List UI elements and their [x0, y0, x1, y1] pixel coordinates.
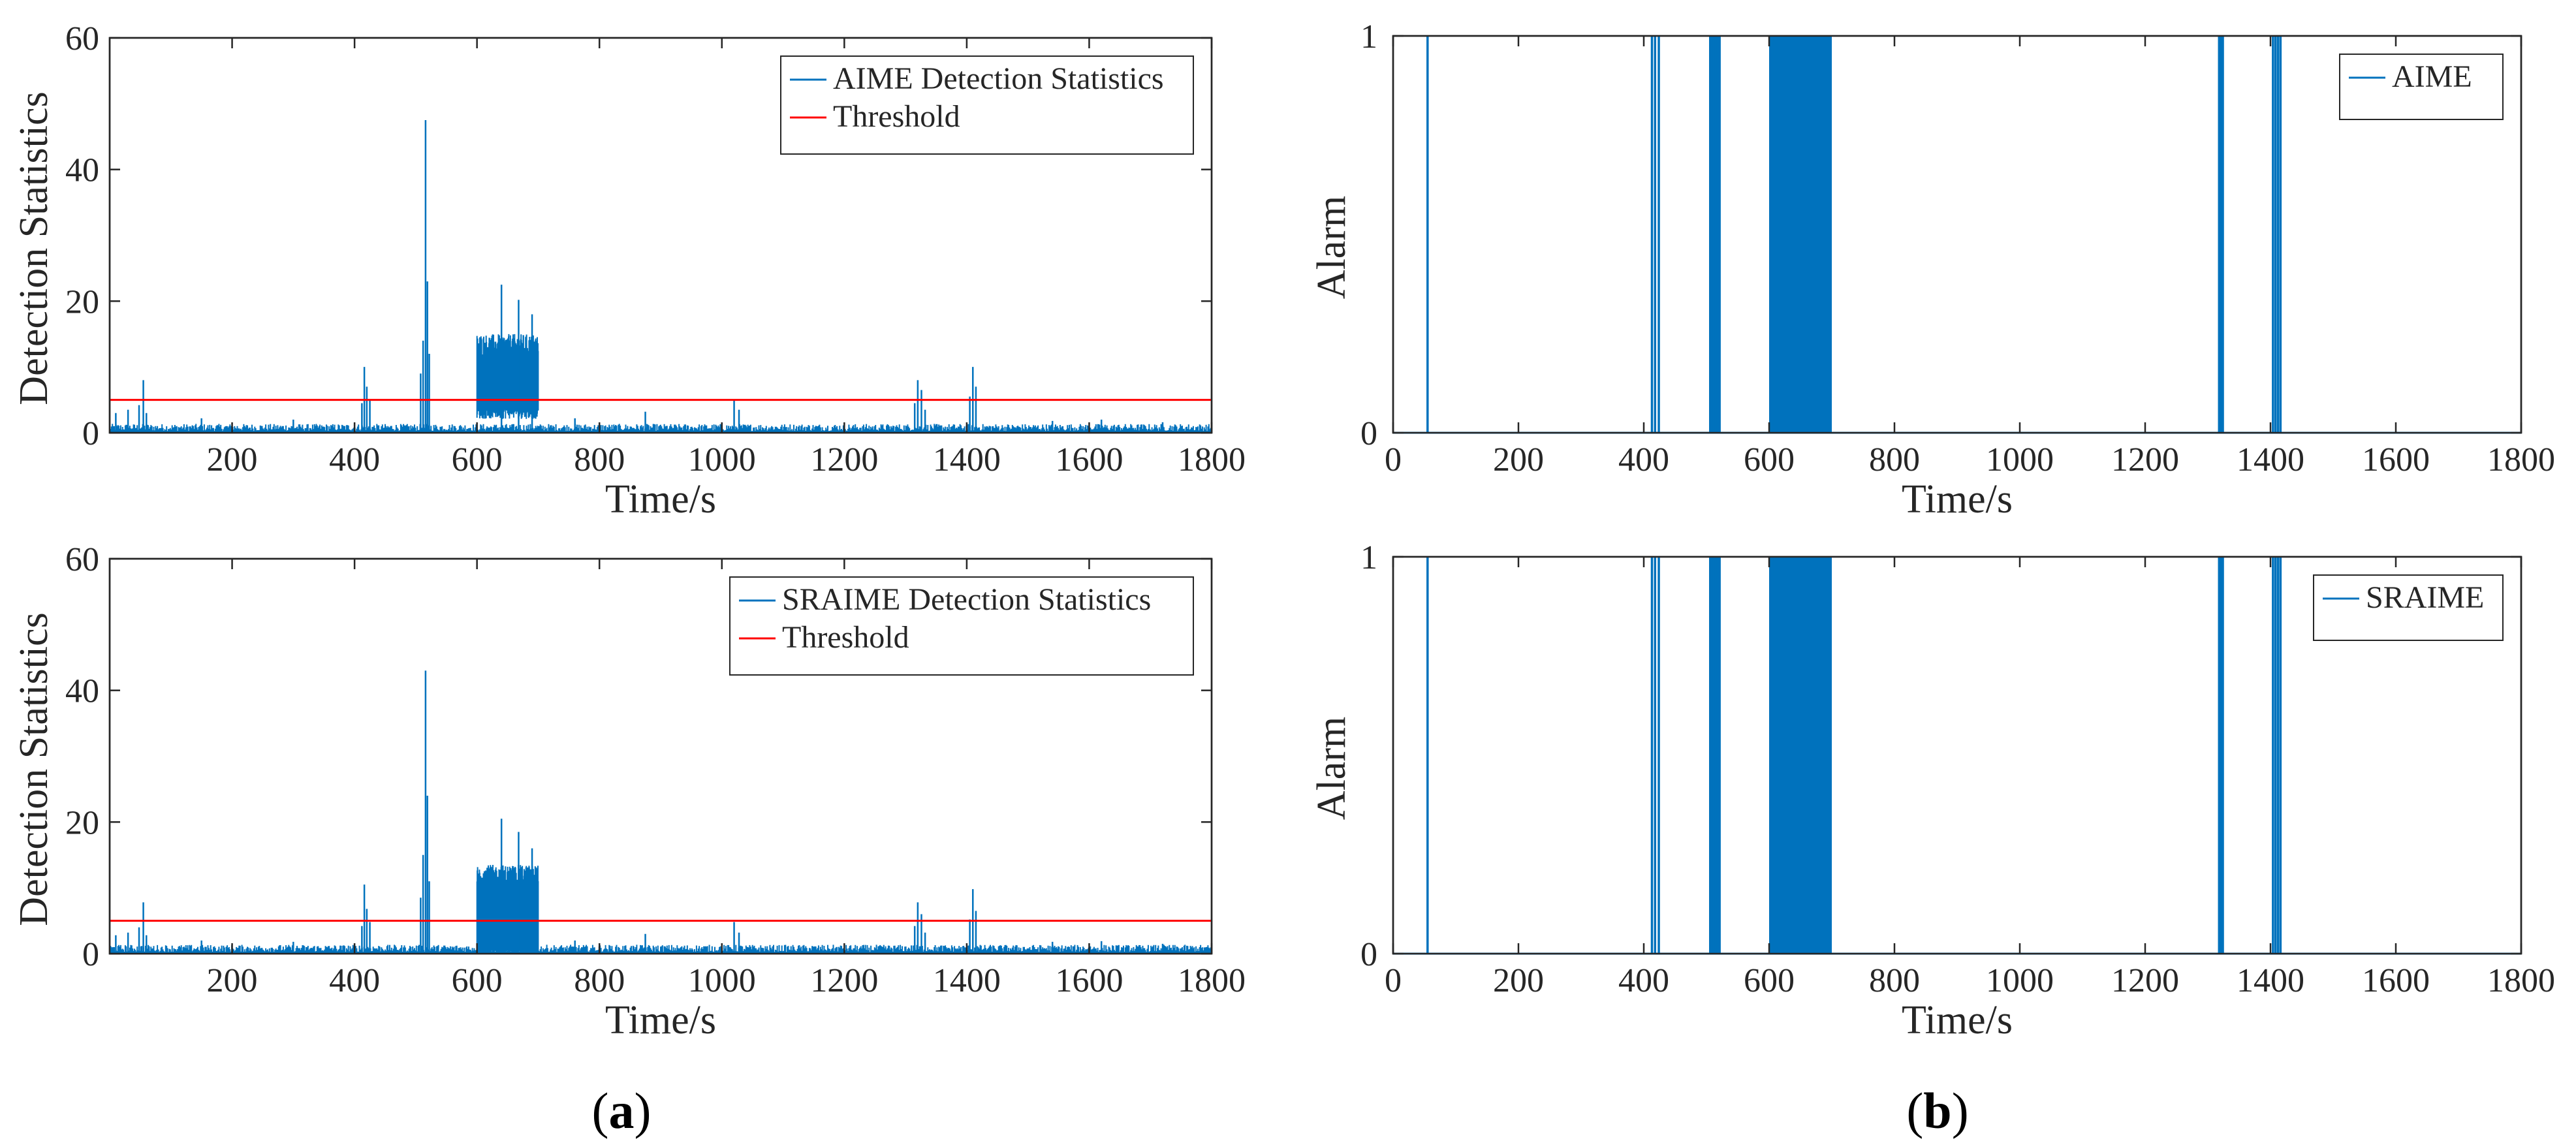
- x-tick-label: 200: [207, 441, 258, 478]
- x-tick-label: 1600: [2362, 962, 2430, 999]
- y-tick-label: 1: [1360, 539, 1377, 576]
- legend-entry: SRAIME: [2366, 580, 2484, 615]
- x-axis-label: Time/s: [1902, 477, 2013, 522]
- x-tick-label: 800: [1869, 962, 1920, 999]
- x-tick-label: 800: [574, 962, 625, 999]
- x-tick-label: 1200: [810, 441, 878, 478]
- y-tick-label: 40: [65, 152, 99, 189]
- y-tick-label: 1: [1360, 18, 1377, 55]
- x-tick-label: 1600: [2362, 441, 2430, 478]
- series-group: [1393, 36, 2521, 434]
- x-tick-label: 200: [1493, 441, 1544, 478]
- legend-entry: SRAIME Detection Statistics: [782, 582, 1151, 617]
- axes-frame: [108, 557, 1213, 955]
- y-axis-label: Alarm: [1310, 196, 1354, 299]
- x-tick-label: 1200: [2111, 441, 2179, 478]
- legend: SRAIME: [2313, 574, 2504, 641]
- x-tick-label: 1000: [688, 441, 756, 478]
- x-tick-label: 1800: [1178, 962, 1246, 999]
- x-tick-label: 600: [452, 962, 503, 999]
- x-tick-label: 800: [574, 441, 625, 478]
- legend-entry: AIME Detection Statistics: [833, 61, 1164, 96]
- x-tick-label: 0: [1385, 962, 1402, 999]
- y-axis-label: Detection Statistics: [12, 612, 56, 926]
- x-tick-label: 1000: [1986, 962, 2054, 999]
- legend-box: [780, 55, 1194, 155]
- x-tick-label: 600: [1744, 441, 1795, 478]
- x-tick-label: 1400: [933, 441, 1001, 478]
- panel-a-top: 200 400 600 800 1000 1200 1400 1600 1800 0 20 40 60 T…: [12, 20, 1246, 522]
- panel-b-top: 0 200 400 600 800 1000 1200 1400 1600 1800 0 1 Time/…: [1310, 18, 2555, 522]
- legend-entry: Threshold: [833, 99, 960, 134]
- y-axis-label: Alarm: [1310, 717, 1354, 820]
- axes-frame: [1392, 555, 2522, 955]
- legend-box: [729, 576, 1194, 676]
- legend-box: [2339, 54, 2504, 120]
- x-tick-label: 400: [329, 441, 380, 478]
- x-tick-label: 200: [207, 962, 258, 999]
- x-tick-label: 400: [1618, 962, 1669, 999]
- x-tick-label: 1400: [933, 962, 1001, 999]
- y-tick-label: 0: [1360, 936, 1377, 973]
- x-tick-label: 1800: [2487, 962, 2555, 999]
- x-tick-label: 1400: [2237, 962, 2304, 999]
- x-tick-label: 800: [1869, 441, 1920, 478]
- y-tick-label: 60: [65, 20, 99, 57]
- caption-a: (a): [592, 1082, 652, 1139]
- y-tick-label: 20: [65, 283, 99, 320]
- plot-area: [1392, 35, 2522, 434]
- x-tick-label: 600: [1744, 962, 1795, 999]
- alarm-dense-block: [1769, 557, 1832, 954]
- y-tick-label: 20: [65, 804, 99, 841]
- dense-block: [476, 334, 539, 419]
- panel-a-bottom: 200 400 600 800 1000 1200 1400 1600 1800 0 20 40 60 T…: [12, 541, 1246, 1042]
- x-tick-label: 1200: [2111, 962, 2179, 999]
- alarm-dense-block: [1769, 36, 1832, 433]
- axes-frame: [108, 37, 1213, 434]
- y-axis-label: Detection Statistics: [12, 91, 56, 405]
- x-tick-label: 400: [1618, 441, 1669, 478]
- x-tick-label: 1200: [810, 962, 878, 999]
- x-tick-label: 600: [452, 441, 503, 478]
- legend-box: [2313, 574, 2504, 641]
- legend: AIME: [2339, 54, 2504, 120]
- x-tick-label: 400: [329, 962, 380, 999]
- panel-b-bottom: 0 200 400 600 800 1000 1200 1400 1600 1800 0 1 Time/…: [1310, 539, 2555, 1042]
- dense-block: [476, 865, 539, 952]
- legend-entry: Threshold: [782, 620, 909, 655]
- x-tick-label: 1400: [2237, 441, 2304, 478]
- caption-b: (b): [1906, 1082, 1968, 1139]
- x-tick-label: 200: [1493, 962, 1544, 999]
- x-tick-label: 0: [1385, 441, 1402, 478]
- y-tick-label: 40: [65, 673, 99, 710]
- axes-frame: [1392, 35, 2522, 434]
- x-axis-label: Time/s: [605, 477, 716, 522]
- x-tick-label: 1000: [1986, 441, 2054, 478]
- x-axis-label: Time/s: [605, 998, 716, 1042]
- x-tick-label: 1800: [1178, 441, 1246, 478]
- y-tick-label: 60: [65, 541, 99, 578]
- x-tick-label: 1600: [1055, 962, 1123, 999]
- x-tick-label: 1000: [688, 962, 756, 999]
- y-tick-label: 0: [82, 936, 99, 973]
- x-tick-label: 1800: [2487, 441, 2555, 478]
- x-tick-label: 1600: [1055, 441, 1123, 478]
- x-axis-label: Time/s: [1902, 998, 2013, 1042]
- y-tick-label: 0: [1360, 415, 1377, 452]
- y-tick-label: 0: [82, 415, 99, 452]
- legend-entry: AIME: [2392, 59, 2472, 94]
